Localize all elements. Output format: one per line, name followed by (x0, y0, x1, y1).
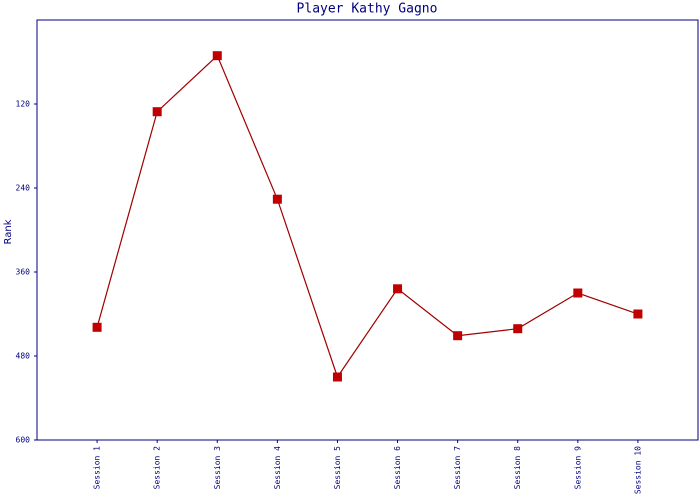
x-tick-label: Session 9 (573, 446, 582, 490)
x-tick-label: Session 6 (393, 446, 402, 490)
y-tick-label: 360 (16, 268, 31, 277)
y-axis-label: Rank (3, 219, 14, 244)
point-marker (272, 194, 282, 204)
chart-title: Player Kathy Gagno (297, 2, 438, 17)
series-line (96, 54, 639, 379)
x-tick-label: Session 1 (93, 446, 102, 490)
y-tick-label: 480 (16, 352, 31, 361)
x-tick-label: Session 3 (213, 446, 222, 490)
y-tick-label: 600 (16, 436, 31, 445)
x-tick-label: Session 4 (273, 446, 282, 490)
x-tick-label: Session 8 (513, 446, 522, 490)
x-tick-label: Session 5 (333, 446, 342, 490)
point-marker (453, 331, 463, 341)
point-marker (393, 284, 403, 294)
point-marker (633, 309, 643, 319)
point-marker (573, 288, 583, 298)
point-marker (152, 107, 162, 117)
point-marker (513, 324, 523, 334)
x-tick-label: Session 10 (633, 446, 642, 494)
x-tick-label: Session 7 (453, 446, 462, 490)
point-marker (92, 322, 102, 332)
plot-frame (36, 19, 699, 441)
point-marker (332, 372, 342, 382)
point-marker (212, 51, 222, 61)
y-tick-label: 240 (16, 184, 31, 193)
y-tick-label: 120 (16, 100, 31, 109)
x-tick-label: Session 2 (153, 446, 162, 490)
